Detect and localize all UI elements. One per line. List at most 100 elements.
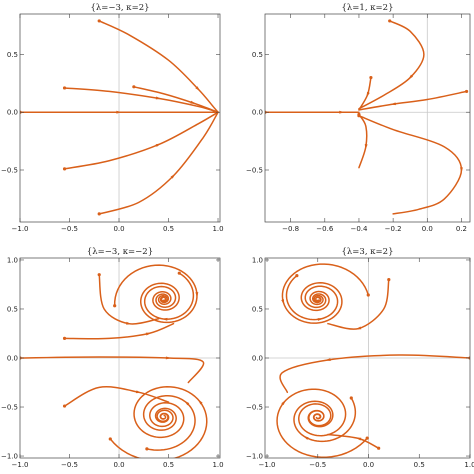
x-tick-label: 0.0 [113,225,124,233]
panel-1: {λ=−3, κ=2} −1.0 −0.5 0.0 0.5 1.0 −0.5 0.0 0.5 [1,3,224,233]
panel-4: {λ=3, κ=2} −1.0 −0.5 0.0 0.5 1.0 −1.0 −0.5 0.0 0.… [246,247,474,469]
direction-arrow [460,167,463,173]
direction-arrow [155,143,162,147]
trajectory-2 [63,87,219,113]
trajectory-3 [133,86,219,113]
trajectory-4 [293,397,357,443]
trajectory-start-point [366,293,370,297]
direction-arrow [303,435,309,440]
panel-title: {λ=1, κ=2} [342,3,394,13]
trajectories [20,264,208,458]
direction-arrow [116,110,123,114]
trajectory-start-point [132,85,136,89]
trajectory-start-point [108,437,112,441]
trajectory-5 [63,111,219,170]
y-tick-label: −0.5 [246,404,263,412]
trajectory-start-point [97,273,101,277]
x-tick-label: −1.0 [12,225,29,233]
direction-arrow [366,91,370,98]
y-tick-label: 0.0 [252,109,263,117]
y-tick-label: −1.0 [1,453,18,461]
direction-arrow [339,110,345,114]
trajectory-6 [98,111,219,215]
y-tick-label: 0.0 [7,355,18,363]
trajectory-start-point [97,212,101,216]
trajectory-start-point [145,447,149,451]
trajectory-5 [98,273,160,325]
y-tick-label: 1.0 [252,256,263,264]
plot-frame [264,13,471,223]
trajectory-start-point [97,19,101,23]
trajectories [276,263,470,458]
trajectory-start-point [387,277,391,282]
y-tick-label: 0.5 [252,305,263,313]
trajectory-1 [113,264,198,324]
y-tick-label: 0.5 [7,305,18,313]
trajectories [20,19,219,216]
direction-arrow [135,390,142,394]
y-tick-label: 0.5 [7,51,18,59]
x-tick-label: −0.8 [282,225,299,233]
trajectory-6 [279,354,470,394]
y-tick-label: 0.0 [7,109,18,117]
plot-frame [19,13,221,223]
trajectory-5 [327,278,390,330]
y-tick-label: 0.5 [252,51,263,59]
x-tick-label: 0.0 [422,225,433,233]
trajectory-2 [143,272,195,320]
trajectory-start-point [295,273,299,278]
x-tick-label: 0.5 [414,461,425,469]
direction-arrow [355,326,362,330]
direction-arrow [165,356,172,360]
trajectory-6 [63,322,175,340]
x-tick-label: −0.6 [316,225,334,233]
trajectory-8 [63,386,170,407]
direction-arrow [324,358,331,361]
trajectory-start-point [177,271,181,275]
y-tick-label: 0.0 [252,355,263,363]
trajectory-4 [142,394,196,451]
direction-arrow [190,100,197,104]
direction-arrow [198,399,203,405]
x-tick-label: 0.0 [363,461,374,469]
panel-title: {λ=3, κ=2} [342,247,394,257]
trajectory-7 [20,356,205,384]
x-tick-label: −1.0 [259,461,276,469]
trajectory-start-point [349,396,353,400]
trajectory-start-point [377,446,381,450]
x-tick-label: −0.2 [385,225,402,233]
trajectory-start-point [464,89,469,94]
direction-arrow [390,102,396,106]
direction-arrow [126,321,132,325]
direction-arrow [195,292,199,298]
trajectory-2 [285,274,339,321]
y-tick-label: −0.5 [1,404,18,412]
y-tick-label: −0.5 [246,167,263,175]
x-tick-label: 1.0 [464,461,474,469]
trajectory-start-point [62,404,67,408]
trajectory-start-point [365,436,369,440]
trajectories [265,19,469,215]
direction-arrow [364,144,368,150]
x-tick-label: 0.5 [163,461,174,469]
direction-arrow [145,332,152,336]
direction-arrow [281,299,285,306]
direction-arrow [195,86,201,92]
direction-arrow [184,400,190,406]
x-tick-label: −0.5 [309,461,326,469]
trajectory-start-point [369,75,373,80]
panel-title: {λ=−3, κ=2} [90,3,149,13]
trajectory-5 [358,113,368,169]
trajectory-start-point [62,167,67,171]
x-tick-label: 0.5 [163,225,174,233]
x-tick-label: 1.0 [212,225,223,233]
x-tick-label: −0.5 [61,225,78,233]
x-tick-label: −1.0 [12,461,29,469]
y-tick-label: −0.5 [1,167,18,175]
trajectory-1 [281,263,370,324]
x-tick-label: 1.0 [212,461,223,469]
direction-arrow [170,173,176,179]
trajectory-6 [358,114,463,215]
x-tick-label: −0.4 [350,225,368,233]
